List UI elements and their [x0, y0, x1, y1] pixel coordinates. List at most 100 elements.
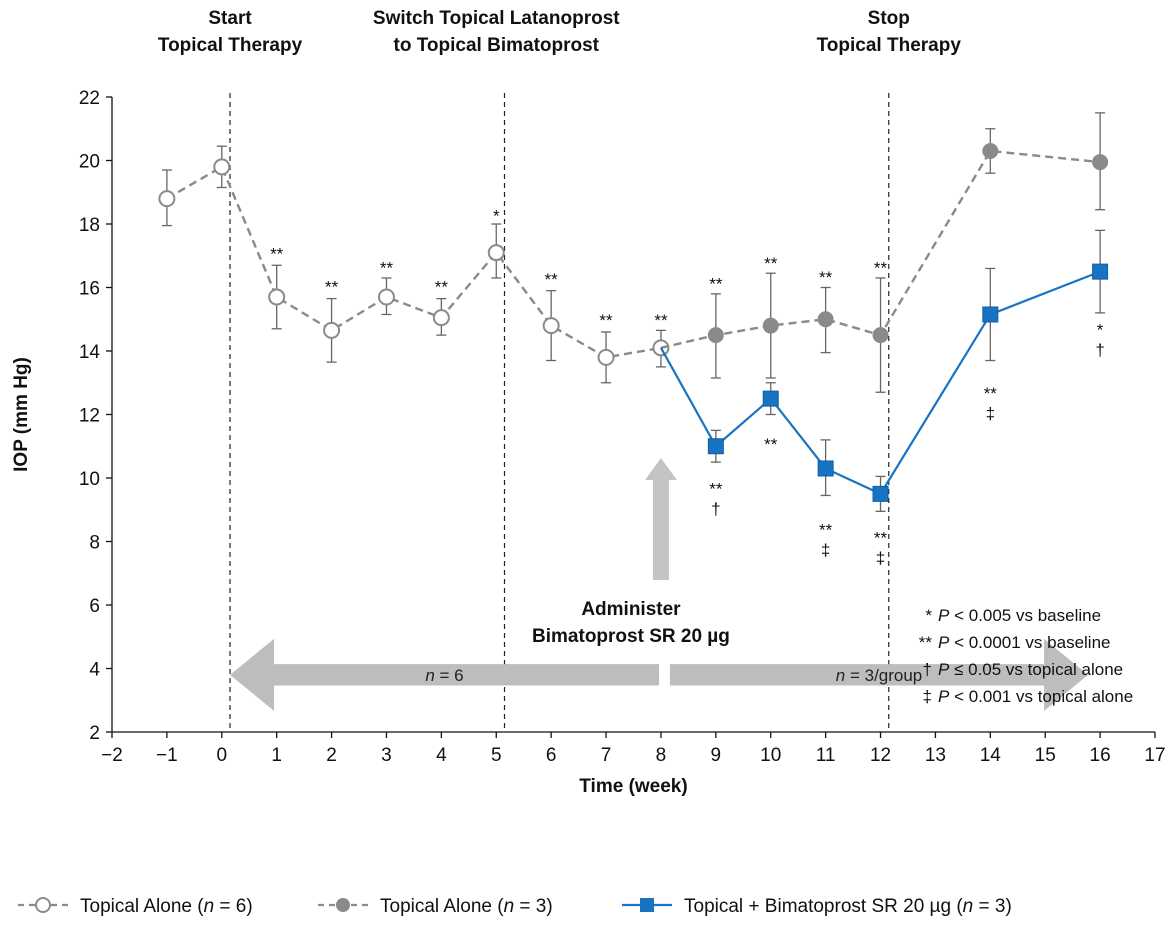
significance-marker: ** [654, 311, 668, 330]
x-tick-label: 13 [925, 745, 946, 766]
y-tick-label: 18 [79, 215, 100, 236]
significance-marker: *† [1095, 321, 1104, 360]
significance-marker: ** [435, 278, 449, 297]
legend-item-1: Topical Alone (n = 6) [18, 896, 253, 917]
data-point [872, 327, 889, 344]
significance-symbol: * [493, 206, 500, 225]
data-point [432, 309, 450, 327]
administer-label-line1: Administer [581, 599, 681, 620]
band-label-rest: = 3/group [845, 666, 922, 685]
significance-symbol: † [711, 499, 720, 518]
footnote-rest: < 0.001 vs topical alone [949, 687, 1133, 706]
data-point [707, 327, 724, 344]
phase-label-line: Start [208, 8, 252, 29]
significance-symbol: ** [764, 254, 778, 273]
phase-label-line: Topical Therapy [158, 35, 303, 56]
footnote-row: † P ≤ 0.05 vs topical alone [923, 660, 1124, 679]
data-series [158, 112, 1109, 512]
data-point [213, 158, 231, 176]
legend-label-part: Topical Alone ( [380, 896, 504, 917]
band-label: n = 6 [425, 666, 463, 685]
legend-label-part: = 3) [514, 896, 553, 917]
x-tick-label: 7 [601, 745, 612, 766]
footnote-row: ** P < 0.0001 vs baseline [919, 633, 1111, 652]
band-label-rest: = 6 [435, 666, 464, 685]
phase-label-1: Start Topical Therapy [158, 8, 303, 56]
significance-symbol: ** [984, 384, 998, 403]
legend-label-part: Topical + Bimatoprost SR 20 µg ( [684, 896, 963, 917]
x-tick-label: 8 [656, 745, 667, 766]
x-tick-label: 15 [1035, 745, 1056, 766]
significance-marker: ** [709, 275, 723, 294]
y-tick-label: 6 [89, 596, 100, 617]
x-tick-label: 2 [326, 745, 337, 766]
footnote-text: P < 0.005 vs baseline [938, 606, 1101, 625]
significance-symbol: ‡ [876, 549, 885, 568]
phase-label-line: Stop [868, 8, 910, 29]
footnote-p: P [938, 660, 950, 679]
significance-symbol: ‡ [821, 541, 830, 560]
data-point [817, 460, 834, 477]
data-point [707, 438, 724, 455]
data-point [268, 288, 286, 306]
series-2 [660, 112, 1109, 393]
legend-label-n: n [204, 896, 215, 917]
legend-label: Topical Alone (n = 6) [80, 896, 253, 917]
phase-label-2: Switch Topical Latanoprost to Topical Bim… [373, 8, 620, 56]
x-tick-label: 9 [711, 745, 722, 766]
significance-symbol: ** [325, 278, 339, 297]
footnote-symbol: ** [919, 633, 933, 652]
band-label-n: n [425, 666, 434, 685]
significance-symbol: ** [654, 311, 668, 330]
significance-marker: **‡ [984, 384, 998, 423]
significance-marker: * [493, 206, 500, 225]
y-tick-label: 22 [79, 88, 100, 109]
footnote-row: ‡ P < 0.001 vs topical alone [923, 687, 1134, 706]
data-point [323, 321, 341, 339]
x-tick-label: 14 [980, 745, 1002, 766]
y-tick-label: 2 [89, 723, 100, 744]
footnotes: * P < 0.005 vs baseline ** P < 0.0001 vs ba… [919, 606, 1133, 706]
significance-symbol: * [1097, 321, 1104, 340]
significance-marker: **† [709, 479, 723, 518]
x-axis-title: Time (week) [579, 776, 687, 797]
x-tick-label: 0 [217, 745, 228, 766]
footnote-text: P ≤ 0.05 vs topical alone [938, 660, 1123, 679]
band-label-n: n [836, 666, 845, 685]
x-tick-label: 1 [271, 745, 282, 766]
data-point [817, 311, 834, 328]
series-3 [659, 229, 1109, 512]
legend-label: Topical Alone (n = 3) [380, 896, 553, 917]
x-tick-label: 10 [760, 745, 781, 766]
data-point [597, 348, 615, 366]
footnote-p: P [938, 687, 950, 706]
x-tick-label: 3 [381, 745, 392, 766]
y-tick-label: 4 [89, 660, 100, 681]
phase-lines [229, 93, 890, 732]
footnote-text: P < 0.0001 vs baseline [938, 633, 1111, 652]
phase-label-3: Stop Topical Therapy [817, 8, 962, 56]
significance-marker: **‡ [819, 521, 833, 560]
data-point [1092, 154, 1109, 171]
significance-symbol: ** [435, 278, 449, 297]
x-tick-label: 5 [491, 745, 502, 766]
x-tick-label: 16 [1090, 745, 1111, 766]
y-tick-label: 16 [79, 279, 100, 300]
band-arrow-left [230, 638, 659, 711]
phase-label-line: Switch Topical Latanoprost [373, 8, 620, 29]
significance-marker: ** [270, 244, 284, 263]
legend-label-part: = 6) [214, 896, 253, 917]
data-point [872, 485, 889, 502]
legend-marker [336, 898, 350, 912]
legend: Topical Alone (n = 6) Topical Alone (n = … [18, 896, 1012, 917]
significance-marker: ** [599, 311, 613, 330]
footnote-symbol: ‡ [923, 687, 932, 706]
footnote-row: * P < 0.005 vs baseline [925, 606, 1101, 625]
data-point [487, 244, 505, 262]
x-tick-label: 17 [1144, 745, 1165, 766]
legend-item-2: Topical Alone (n = 3) [318, 896, 553, 917]
x-tick-label: −1 [156, 745, 178, 766]
significance-symbol: ‡ [986, 404, 995, 423]
